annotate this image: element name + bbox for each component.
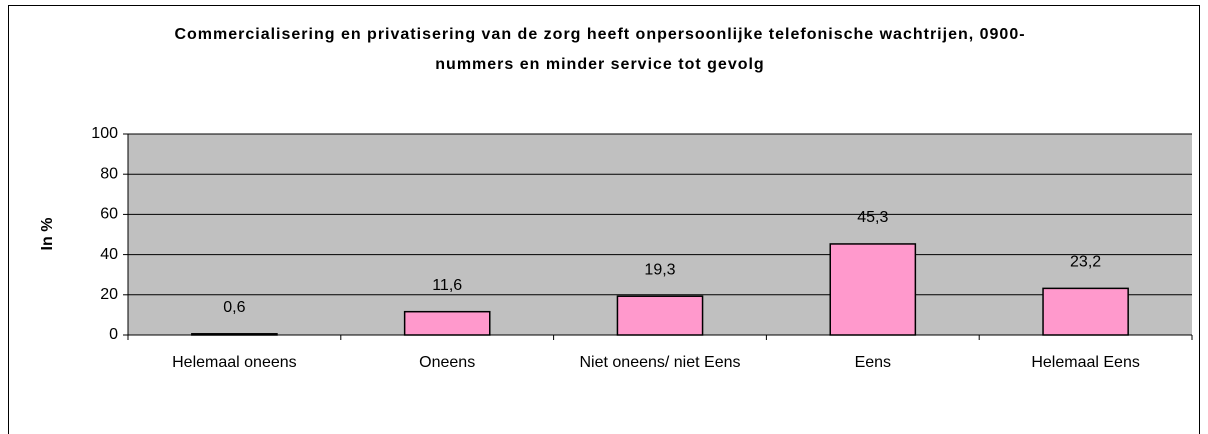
x-tick-label: Oneens bbox=[419, 354, 476, 371]
data-label: 45,3 bbox=[857, 209, 888, 226]
y-tick-label: 20 bbox=[100, 286, 118, 303]
y-tick-label: 80 bbox=[100, 165, 118, 182]
data-label: 0,6 bbox=[223, 299, 245, 316]
chart-title: Commercialisering en privatisering van d… bbox=[174, 26, 1026, 73]
x-tick-label: Helemaal Eens bbox=[1031, 354, 1140, 371]
bar bbox=[829, 243, 917, 336]
data-label: 19,3 bbox=[644, 261, 675, 278]
bar bbox=[616, 295, 704, 336]
data-label: 11,6 bbox=[432, 277, 462, 294]
y-tick-label: 0 bbox=[109, 326, 118, 343]
y-axis-label: In % bbox=[39, 218, 56, 251]
x-tick-label: Niet oneens/ niet Eens bbox=[579, 354, 741, 371]
data-label: 23,2 bbox=[1070, 254, 1101, 271]
x-tick-label: Helemaal oneens bbox=[172, 354, 297, 371]
bar bbox=[403, 310, 491, 336]
bar bbox=[1042, 287, 1129, 336]
y-tick-label: 60 bbox=[100, 206, 118, 223]
y-tick-label: 40 bbox=[100, 246, 118, 263]
y-tick-label: 100 bbox=[91, 125, 118, 142]
x-tick-label: Eens bbox=[854, 354, 892, 371]
